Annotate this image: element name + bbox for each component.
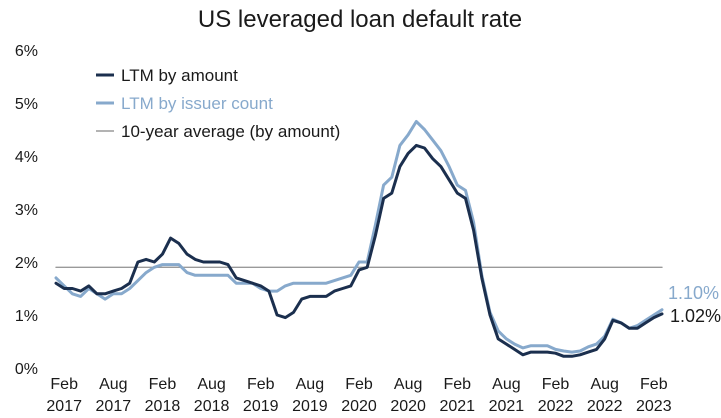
- x-tick-month: Aug: [394, 376, 422, 393]
- series-line-1: [54, 120, 664, 354]
- y-tick-label: 5%: [15, 96, 38, 113]
- x-tick-month: Feb: [149, 376, 177, 393]
- series-line-0: [54, 143, 664, 358]
- end-label-issuer-count: 1.10%: [668, 283, 719, 303]
- plot-area: [54, 120, 664, 358]
- legend-label-0: LTM by amount: [121, 66, 238, 85]
- y-axis: 0% 1% 2% 3% 4% 5% 6%: [15, 43, 38, 378]
- y-tick-label: 4%: [15, 149, 38, 166]
- x-tick-month: Feb: [443, 376, 471, 393]
- x-tick-month: Aug: [99, 376, 127, 393]
- end-labels: 1.10% 1.02%: [668, 283, 721, 326]
- x-tick-year: 2021: [489, 398, 525, 415]
- x-tick-year: 2017: [96, 398, 132, 415]
- x-tick-year: 2019: [243, 398, 279, 415]
- x-tick-year: 2019: [292, 398, 328, 415]
- x-tick-month: Aug: [492, 376, 520, 393]
- x-tick-year: 2022: [587, 398, 623, 415]
- x-tick-year: 2017: [46, 398, 82, 415]
- x-tick-month: Feb: [50, 376, 78, 393]
- legend: LTM by amount LTM by issuer count 10-year …: [96, 66, 340, 141]
- y-tick-label: 2%: [15, 255, 38, 272]
- x-tick-month: Aug: [590, 376, 618, 393]
- x-tick-month: Feb: [640, 376, 668, 393]
- legend-label-2: 10-year average (by amount): [121, 122, 340, 141]
- chart-title: US leveraged loan default rate: [198, 6, 522, 33]
- y-tick-label: 1%: [15, 308, 38, 325]
- x-tick-year: 2020: [390, 398, 426, 415]
- x-tick-year: 2023: [636, 398, 672, 415]
- y-tick-label: 3%: [15, 202, 38, 219]
- x-tick-month: Aug: [197, 376, 225, 393]
- x-tick-month: Feb: [542, 376, 570, 393]
- x-tick-month: Aug: [296, 376, 324, 393]
- x-axis: Feb 2017 Aug 2017 Feb 2018 Aug 2018 Feb 2019 Aug 20…: [46, 376, 671, 415]
- x-tick-year: 2018: [194, 398, 230, 415]
- x-tick-year: 2018: [145, 398, 181, 415]
- x-tick-year: 2021: [439, 398, 475, 415]
- x-tick-month: Feb: [345, 376, 373, 393]
- end-label-amount: 1.02%: [670, 306, 721, 326]
- x-tick-year: 2020: [341, 398, 377, 415]
- x-tick-year: 2022: [538, 398, 574, 415]
- y-tick-label: 6%: [15, 43, 38, 60]
- x-tick-month: Feb: [247, 376, 275, 393]
- y-tick-label: 0%: [15, 361, 38, 378]
- legend-label-1: LTM by issuer count: [121, 94, 273, 113]
